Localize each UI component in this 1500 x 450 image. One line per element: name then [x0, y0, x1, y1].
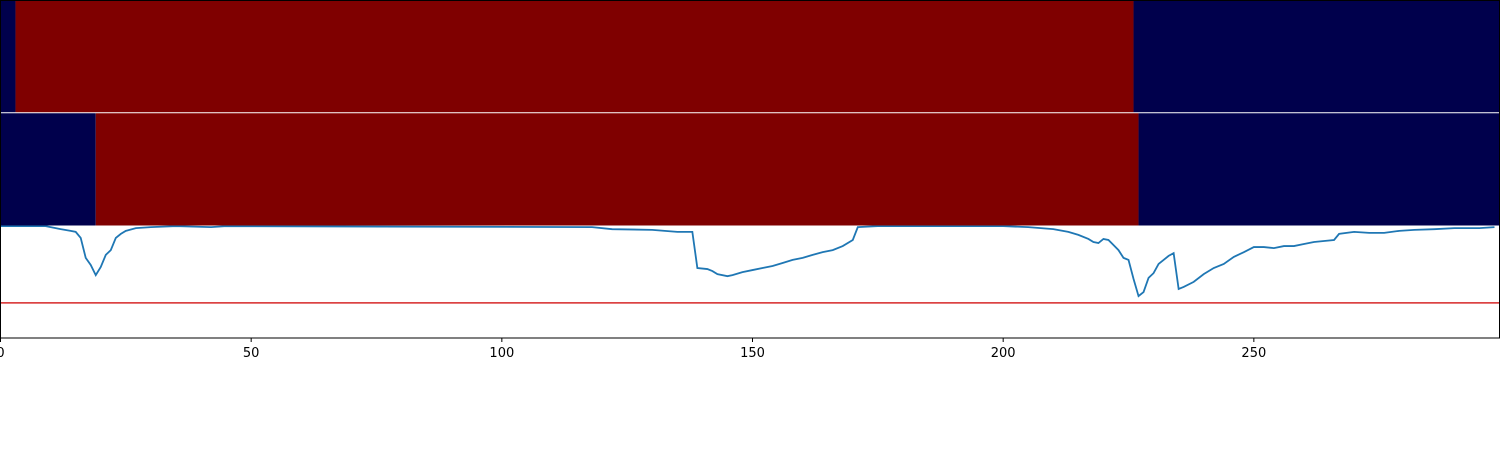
data-line: [0, 225, 1495, 298]
strip-segment: [15, 0, 1134, 113]
x-tick-label: 150: [740, 346, 765, 361]
x-tick-label: 100: [489, 346, 514, 361]
x-tick-label: 250: [1241, 346, 1266, 361]
x-tick-label: 0: [0, 346, 5, 361]
strip-segment: [1138, 113, 1500, 226]
strip-segment: [1133, 0, 1500, 113]
strip-segment: [95, 113, 1139, 226]
x-tick-label: 200: [991, 346, 1016, 361]
strip-segment: [0, 113, 96, 226]
x-tick-label: 50: [243, 346, 260, 361]
strip-segment: [0, 0, 16, 113]
